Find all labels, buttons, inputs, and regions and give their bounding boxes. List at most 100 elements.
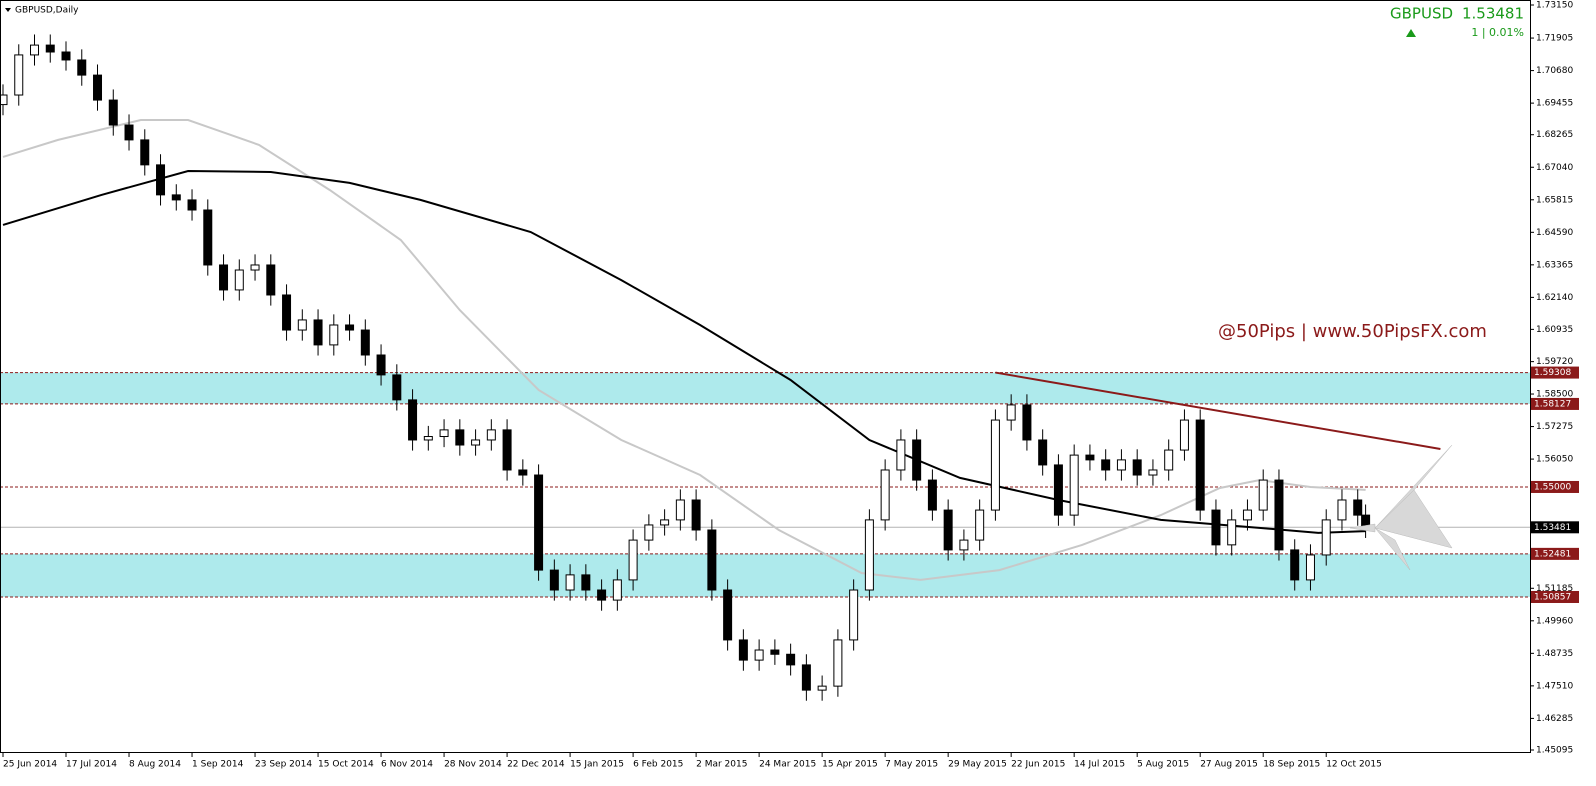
candle-body: [61, 51, 71, 61]
candle-body: [628, 539, 638, 581]
candle-body: [1258, 479, 1268, 511]
y-tick-label: 1.49960: [1536, 616, 1573, 626]
candle-body: [171, 194, 181, 201]
x-tick-label: 5 Aug 2015: [1137, 760, 1189, 770]
candle-body: [975, 509, 985, 541]
x-tick-label: 15 Jan 2015: [570, 760, 624, 770]
candle-body: [45, 44, 55, 53]
candle-body: [1274, 479, 1284, 551]
candle-body: [376, 354, 386, 376]
y-tick-label: 1.73150: [1536, 1, 1573, 11]
candle-body: [423, 436, 433, 441]
zone: [0, 553, 1530, 597]
candle-body: [581, 574, 591, 591]
candle-body: [1085, 454, 1095, 461]
candle-body: [864, 519, 874, 591]
plot-area: [0, 34, 1530, 701]
y-tick-label: 1.51185: [1536, 584, 1573, 594]
x-tick-label: 15 Oct 2014: [318, 760, 374, 770]
y-tick-label: 1.69455: [1536, 99, 1573, 109]
candle-body: [1164, 449, 1174, 471]
candle-body: [1038, 439, 1048, 466]
x-tick-label: 23 Sep 2014: [255, 760, 312, 770]
candle-body: [0, 94, 8, 106]
candle-body: [187, 199, 197, 211]
candle-body: [250, 264, 260, 271]
level-label: 1.58127: [1534, 399, 1571, 409]
x-tick-label: 27 Aug 2015: [1200, 760, 1258, 770]
candle-body: [723, 589, 733, 641]
candle-body: [1148, 469, 1158, 476]
zone: [0, 372, 1530, 404]
level-label: 1.59308: [1534, 368, 1571, 378]
candle-body: [1022, 404, 1032, 441]
x-tick-label: 22 Dec 2014: [507, 760, 565, 770]
candle-body: [203, 209, 213, 266]
x-tick-label: 15 Apr 2015: [822, 760, 878, 770]
candle-body: [1179, 419, 1189, 451]
candle-body: [219, 264, 229, 291]
candle-body: [1069, 454, 1079, 516]
candle-body: [156, 164, 166, 196]
candle-body: [707, 529, 717, 591]
y-tick-label: 1.58500: [1536, 390, 1573, 400]
candle-body: [770, 649, 780, 655]
moving-average: [2, 169, 1366, 534]
candle-body: [990, 419, 1000, 511]
candle-body: [927, 479, 937, 511]
candle-body: [959, 539, 969, 551]
candle-body: [30, 44, 40, 56]
quote-change: 1 | 0.01%: [1471, 26, 1524, 39]
level-tag: [1531, 397, 1579, 410]
candle-body: [880, 469, 890, 521]
candle-body: [1195, 419, 1205, 511]
candle-body: [1211, 509, 1221, 546]
candle-body: [439, 429, 449, 438]
candle-body: [297, 319, 307, 331]
level-tag: [1531, 366, 1579, 379]
plot-frame: [0, 0, 1531, 753]
level-tag: [1531, 547, 1579, 560]
candle-body: [738, 639, 748, 661]
candle-body: [597, 589, 607, 601]
candle-body: [471, 439, 481, 446]
candle-body: [534, 474, 544, 571]
candle-body: [786, 653, 796, 666]
y-tick-label: 1.67040: [1536, 163, 1573, 173]
candle-body: [486, 429, 496, 441]
candle-body: [849, 589, 859, 641]
candle-body: [1101, 459, 1111, 471]
candle-body: [1321, 519, 1331, 556]
y-tick-label: 1.45095: [1536, 746, 1573, 756]
candle-body: [1242, 509, 1252, 521]
x-tick-label: 17 Jul 2014: [66, 760, 117, 770]
watermark: @50Pips | www.50PipsFX.com: [1218, 321, 1487, 342]
candle-body: [518, 469, 528, 476]
price-label: 1.53481: [1534, 523, 1571, 533]
candle-body: [266, 264, 276, 296]
candle-body: [612, 579, 622, 601]
candle-body: [1053, 464, 1063, 516]
up-arrow: [1406, 29, 1416, 37]
candle-body: [833, 639, 843, 687]
y-tick-label: 1.68265: [1536, 130, 1573, 140]
x-tick-label: 2 Mar 2015: [696, 760, 747, 770]
level-tag: [1531, 480, 1579, 493]
y-tick-label: 1.47510: [1536, 681, 1573, 691]
candle-body: [108, 99, 118, 126]
candle-body: [282, 294, 292, 331]
x-tick-label: 18 Sep 2015: [1263, 760, 1320, 770]
level-label: 1.52481: [1534, 549, 1571, 559]
quote-price: 1.53481: [1462, 5, 1524, 23]
candle-body: [77, 59, 87, 76]
level-label: 1.50857: [1534, 592, 1571, 602]
y-tick-label: 1.70680: [1536, 66, 1573, 76]
candle-body: [502, 429, 512, 471]
projection-fan: [1349, 444, 1453, 571]
price-tag: [1531, 521, 1579, 534]
candle-body: [392, 374, 402, 401]
y-tick-label: 1.65815: [1536, 195, 1573, 205]
trendline: [995, 371, 1441, 450]
candle-body: [801, 664, 811, 691]
